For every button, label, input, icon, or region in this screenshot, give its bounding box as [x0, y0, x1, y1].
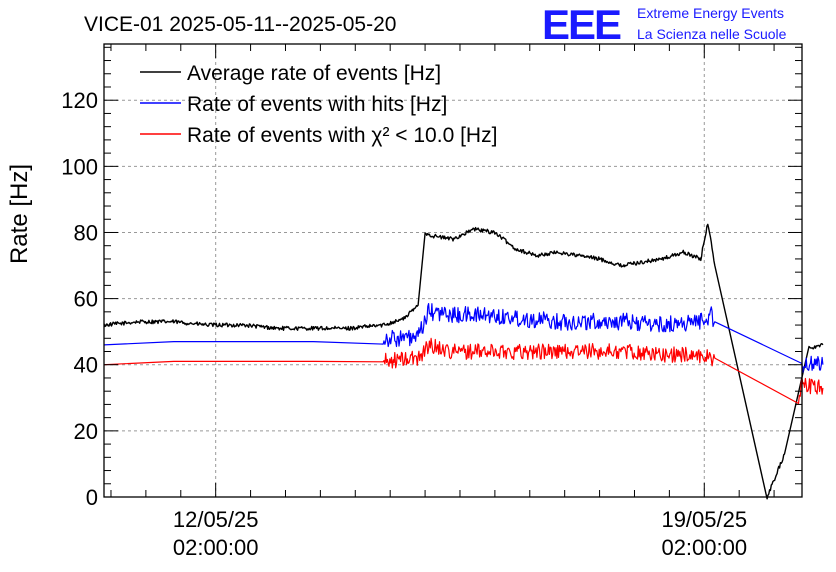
- x-tick-label-time-1: 02:00:00: [661, 535, 747, 560]
- eee-logo-mark: EEE: [542, 1, 621, 48]
- y-tick-label-20: 20: [74, 419, 98, 444]
- chart-title: VICE-01 2025-05-11--2025-05-20: [84, 13, 396, 36]
- y-tick-label-60: 60: [74, 287, 98, 312]
- eee-logo: EEE Extreme Energy Events La Scienza nel…: [542, 1, 787, 48]
- eee-logo-line2: La Scienza nelle Scuole: [637, 26, 787, 42]
- series-line-2: [103, 337, 824, 405]
- series-line-0: [103, 223, 824, 500]
- y-tick-label-100: 100: [61, 154, 98, 179]
- y-tick-label-120: 120: [61, 88, 98, 113]
- x-tick-label-date-0: 12/05/25: [173, 507, 259, 532]
- series-layer: [103, 223, 824, 500]
- grid-lines: [104, 44, 802, 497]
- x-tick-label-time-0: 02:00:00: [173, 535, 259, 560]
- series-line-1: [103, 303, 824, 373]
- axes: 0 20 40 60 80 100 120 12/05/25 02:00:00 19/05/25 0…: [61, 43, 803, 560]
- y-tick-label-0: 0: [86, 485, 98, 510]
- x-tick-label-date-1: 19/05/25: [661, 507, 747, 532]
- legend: Average rate of events [Hz] Rate of event…: [140, 62, 497, 147]
- y-axis-label: Rate [Hz]: [6, 164, 33, 264]
- y-tick-label-40: 40: [74, 353, 98, 378]
- legend-label-2: Rate of events with χ² < 10.0 [Hz]: [187, 124, 497, 147]
- plot-frame: [103, 43, 803, 498]
- eee-logo-line1: Extreme Energy Events: [637, 5, 784, 21]
- legend-label-1: Rate of events with hits [Hz]: [187, 93, 447, 116]
- y-tick-label-80: 80: [74, 220, 98, 245]
- legend-label-0: Average rate of events [Hz]: [187, 62, 441, 85]
